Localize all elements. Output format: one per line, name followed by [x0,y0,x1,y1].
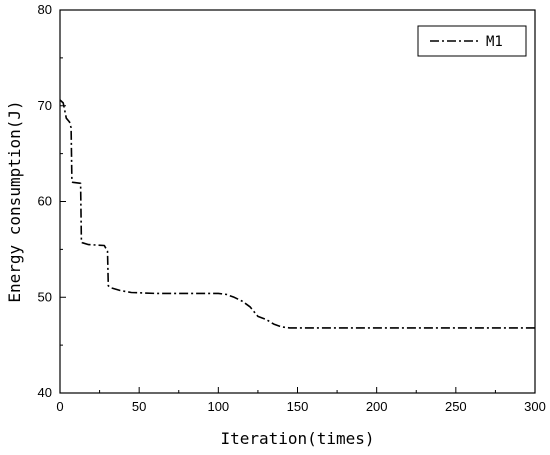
y-tick-label: 80 [38,2,52,17]
y-tick-label: 70 [38,98,52,113]
legend-label-m1: M1 [486,34,503,50]
y-axis-label: Energy consumption(J) [5,100,24,302]
x-tick-label: 50 [132,399,146,414]
y-tick-label: 40 [38,385,52,400]
x-axis-label: Iteration(times) [220,429,374,448]
x-tick-label: 150 [287,399,309,414]
x-tick-label: 0 [56,399,63,414]
x-tick-label: 300 [524,399,546,414]
y-tick-label: 60 [38,194,52,209]
x-tick-label: 200 [366,399,388,414]
series-layer [59,99,535,329]
x-tick-label: 250 [445,399,467,414]
series-line-m1 [59,99,535,329]
legend: M1 [417,25,527,57]
y-tick-label: 50 [38,289,52,304]
x-tick-label: 100 [207,399,229,414]
axis-ticks [59,9,536,394]
plot-frame [59,9,536,394]
axis-tick-labels: 0 50 100 150 200 250 300 40 50 60 70 80 [38,2,546,414]
